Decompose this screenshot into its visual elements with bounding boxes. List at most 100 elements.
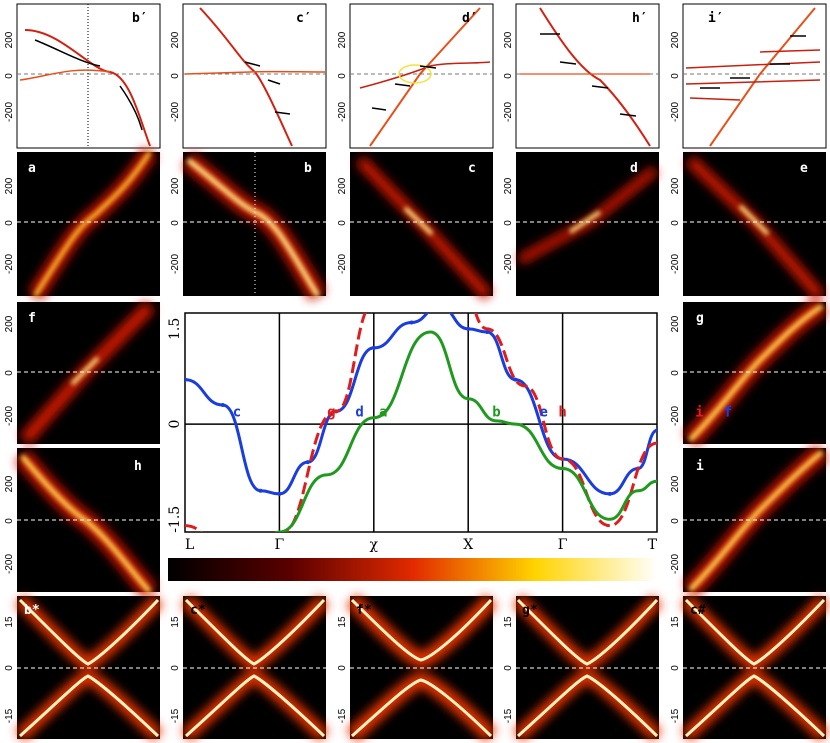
- panel-i-prime: i′: [682, 3, 827, 149]
- band-blue-point: [409, 320, 414, 325]
- y-tick: 0: [503, 665, 514, 671]
- heatmap-i: i: [683, 445, 828, 597]
- band-blue-point: [607, 491, 612, 496]
- y-tick: 15: [503, 616, 514, 628]
- band-series: [185, 305, 657, 532]
- y-tick: -200: [4, 254, 15, 274]
- panel-c-hash: c#: [681, 595, 830, 742]
- x-tick-label: T: [648, 537, 658, 553]
- heatmap-f: f: [17, 301, 160, 445]
- band-label: a: [379, 404, 387, 420]
- y-tick: -15: [503, 708, 514, 723]
- y-tick: -15: [4, 708, 15, 723]
- y-tick: 0: [670, 518, 681, 524]
- band-blue-point: [485, 330, 490, 335]
- y-tick: 200: [503, 177, 514, 194]
- band-grid: [185, 313, 657, 532]
- y-tick: 0: [503, 73, 514, 79]
- panel-label: b*: [24, 603, 40, 618]
- y-tick: 0: [170, 220, 181, 226]
- band-label: i: [695, 404, 703, 420]
- panel-label: i′: [708, 11, 724, 26]
- panel-label: b: [304, 161, 312, 176]
- band-blue-point: [438, 305, 442, 309]
- y-tick: 200: [670, 475, 681, 492]
- x-tick-label: Γ: [275, 537, 285, 553]
- y-tick: 15: [170, 616, 181, 628]
- panel-b-prime: b′: [16, 3, 161, 149]
- band-label: f: [724, 404, 732, 420]
- panel-h-prime: h′: [515, 3, 660, 149]
- band-label: d: [355, 404, 363, 420]
- panel-label: g: [696, 311, 704, 326]
- y-tick: 200: [670, 315, 681, 332]
- y-tick: 0: [4, 518, 15, 524]
- panel-label: b′: [132, 11, 148, 26]
- panel-label: i: [696, 459, 704, 474]
- y-tick: 0: [337, 220, 348, 226]
- left-panels: f h: [15, 301, 160, 599]
- y-tick: 200: [4, 177, 15, 194]
- heatmap-d: d: [516, 152, 659, 296]
- right-panels: g i: [683, 298, 828, 597]
- y-tick: 0: [170, 665, 181, 671]
- y-tick: -15: [337, 708, 348, 723]
- y-tick: -200: [670, 554, 681, 574]
- y-tick-label: -1.5: [167, 506, 183, 533]
- heatmap-h: h: [15, 448, 160, 599]
- y-tick: 0: [4, 220, 15, 226]
- y-tick: 200: [670, 31, 681, 48]
- band-y-ticks: 1.5 0 -1.5: [167, 318, 183, 533]
- band-blue-point: [466, 326, 471, 331]
- y-tick: -200: [4, 102, 15, 122]
- y-tick: 200: [4, 475, 15, 492]
- band-label: g: [327, 404, 335, 420]
- y-tick-labels: 200 0 -200 200 0 -200 200 0 -200 200 0 -…: [4, 31, 681, 723]
- y-tick: -200: [503, 102, 514, 122]
- y-tick: 0: [670, 665, 681, 671]
- y-tick: -15: [670, 708, 681, 723]
- heatmap-e: e: [683, 152, 826, 300]
- y-tick: 0: [337, 73, 348, 79]
- band-blue-point: [185, 377, 187, 382]
- band-blue-point: [220, 403, 225, 408]
- panel-label: a: [28, 161, 36, 176]
- band-blue-point: [258, 488, 263, 493]
- band-blue-point: [655, 428, 657, 433]
- y-tick: -200: [337, 102, 348, 122]
- y-tick: -200: [4, 406, 15, 426]
- y-tick: 0: [4, 665, 15, 671]
- band-label: b: [492, 404, 500, 420]
- band-label: c: [233, 404, 241, 420]
- panel-c-prime: c′: [182, 3, 327, 149]
- band-blue-point: [513, 377, 518, 382]
- y-tick: 15: [337, 616, 348, 628]
- panel-label: c: [468, 161, 476, 176]
- x-tick-label: L: [185, 537, 194, 553]
- colorbar: [168, 558, 658, 581]
- y-tick: 15: [670, 616, 681, 628]
- panel-g-star: g*: [513, 595, 663, 742]
- y-tick: -200: [4, 554, 15, 574]
- bottom-row: b* c* f* g*: [15, 594, 830, 742]
- y-tick: 200: [170, 177, 181, 194]
- y-tick: -200: [337, 254, 348, 274]
- band-blue-point: [277, 491, 282, 496]
- panel-label: c*: [190, 603, 206, 618]
- y-tick: -200: [670, 102, 681, 122]
- x-tick-label: X: [463, 537, 473, 553]
- x-tick-label: Γ: [558, 537, 568, 553]
- panel-b-star: b*: [15, 595, 164, 742]
- y-tick: -15: [170, 708, 181, 723]
- band-blue-point: [305, 460, 310, 465]
- y-tick: 200: [4, 315, 15, 332]
- y-tick: 0: [170, 73, 181, 79]
- y-tick: 200: [4, 31, 15, 48]
- top-row: b′ c′ d′ h′: [16, 3, 827, 149]
- panel-label: g*: [522, 603, 538, 618]
- panel-label: c#: [690, 603, 706, 618]
- y-tick-label: 1.5: [167, 318, 183, 340]
